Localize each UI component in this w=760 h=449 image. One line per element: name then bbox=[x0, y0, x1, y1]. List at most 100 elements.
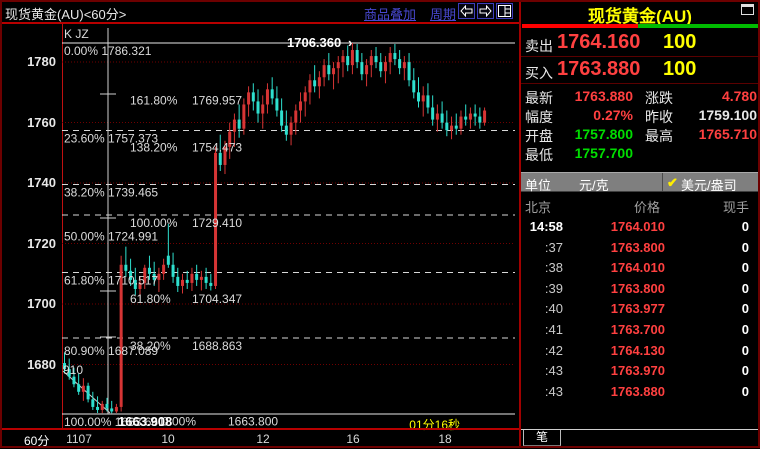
tick-row[interactable]: :42 1764.130 0 bbox=[521, 340, 759, 360]
fib-ext-pct-label: 100.00% bbox=[130, 216, 178, 230]
unit-row: 单位 元/克 ✔ 美元/盎司 bbox=[521, 172, 759, 193]
fib-ext-value-label: 1769.957 bbox=[192, 93, 242, 107]
fib-ext-value-label: 1688.863 bbox=[192, 339, 242, 353]
period-label[interactable]: 60分 bbox=[24, 434, 50, 448]
stat-label: 最低 bbox=[525, 147, 553, 163]
line-handle-marker[interactable]: › bbox=[348, 35, 352, 50]
fib-label: 80.90% 1687.089 bbox=[64, 344, 158, 358]
stat-value: 0.27% bbox=[593, 107, 633, 123]
tick-row[interactable]: 14:58 1764.010 0 bbox=[521, 216, 759, 236]
candle-body bbox=[77, 384, 81, 392]
candle-body bbox=[270, 89, 274, 99]
candle-body bbox=[308, 80, 312, 93]
candle-body bbox=[402, 62, 406, 69]
tick-time: :38 bbox=[544, 260, 563, 276]
tick-price: 1763.970 bbox=[610, 363, 665, 379]
candle-body bbox=[63, 363, 66, 370]
candle-body bbox=[110, 408, 114, 412]
chart-title: 现货黄金(AU)<60分> bbox=[5, 7, 127, 22]
candle-body bbox=[124, 264, 128, 271]
candle-body bbox=[468, 113, 472, 120]
candle-body bbox=[214, 152, 218, 286]
tick-volume: 0 bbox=[741, 301, 749, 317]
tick-volume: 0 bbox=[741, 260, 749, 276]
candle-body bbox=[251, 92, 255, 102]
price-tick-label: 1720 bbox=[27, 235, 56, 251]
candle-body bbox=[81, 385, 85, 392]
unit-option-usd[interactable]: 美元/盎司 bbox=[681, 178, 737, 193]
candle-body bbox=[459, 116, 463, 129]
stat-row: 最新 1763.880 涨跌 4.780 bbox=[521, 86, 759, 106]
indicator-label: K JZ bbox=[64, 27, 89, 41]
candle-body bbox=[294, 110, 298, 123]
tick-price: 1763.700 bbox=[610, 322, 665, 337]
tick-price: 1764.010 bbox=[610, 219, 665, 234]
split-window-icon[interactable] bbox=[496, 3, 513, 19]
candle-body bbox=[426, 95, 430, 108]
time-axis: 1107 10 12 16 18 bbox=[66, 432, 452, 446]
candle-body bbox=[299, 101, 302, 111]
stat-value: 1763.880 bbox=[574, 88, 633, 104]
restore-window-icon[interactable] bbox=[741, 4, 754, 15]
col-volume: 现手 bbox=[722, 200, 749, 215]
back-arrow-icon[interactable] bbox=[458, 3, 475, 19]
col-price: 价格 bbox=[633, 200, 660, 215]
chart-bottom-border bbox=[0, 428, 520, 430]
candle-body bbox=[199, 276, 203, 280]
candle-body bbox=[379, 62, 383, 72]
candle-body bbox=[157, 273, 161, 280]
candle-body bbox=[133, 279, 137, 289]
stat-row: 开盘 1757.800 最高 1765.710 bbox=[521, 124, 759, 144]
tick-row[interactable]: :38 1764.010 0 bbox=[521, 257, 759, 277]
tick-row[interactable]: :37 1763.800 0 bbox=[521, 237, 759, 257]
plot-left-border bbox=[62, 24, 63, 429]
tick-row[interactable]: :40 1763.977 0 bbox=[521, 298, 759, 318]
tick-volume: 0 bbox=[741, 219, 749, 234]
buy-row[interactable]: 买入 1763.880 100 bbox=[521, 57, 759, 83]
candle-body bbox=[336, 62, 340, 69]
stat-label: 最新 bbox=[525, 90, 553, 106]
fib-ext-value-label: 1754.473 bbox=[192, 140, 242, 154]
candle-body bbox=[303, 92, 307, 102]
tick-price: 1763.977 bbox=[610, 301, 665, 317]
candle-body bbox=[327, 65, 331, 75]
period-link[interactable]: 周期 bbox=[430, 7, 457, 22]
candle-body bbox=[171, 264, 175, 277]
sell-price: 1764.160 bbox=[557, 31, 641, 53]
candle-body bbox=[421, 95, 425, 102]
candle-body bbox=[242, 104, 246, 129]
candle-body bbox=[464, 116, 468, 120]
sell-pressure-segment bbox=[522, 24, 638, 28]
tab-ticks[interactable]: 笔 bbox=[523, 430, 561, 446]
candle-body bbox=[228, 131, 232, 147]
candle-body bbox=[190, 273, 194, 283]
sell-row[interactable]: 卖出 1764.160 100 bbox=[521, 30, 759, 56]
forward-arrow-icon[interactable] bbox=[477, 3, 494, 19]
unit-option-cny[interactable]: 元/克 bbox=[579, 178, 609, 193]
check-icon: ✔ bbox=[667, 175, 678, 190]
tick-row[interactable]: :43 1763.970 0 bbox=[521, 360, 759, 380]
candle-body bbox=[166, 255, 170, 265]
overlay-link[interactable]: 商品叠加 bbox=[364, 7, 417, 22]
candlestick-chart[interactable]: 0.00% 1786.321 23.60% 1757.373 38.20% 1739… bbox=[62, 24, 518, 431]
candle-body bbox=[162, 264, 166, 274]
price-tick-label: 1680 bbox=[27, 356, 56, 372]
tick-volume: 0 bbox=[741, 383, 749, 399]
candle-body bbox=[185, 279, 189, 283]
candle-body bbox=[181, 279, 184, 286]
candle-body bbox=[138, 282, 142, 289]
tick-price: 1763.880 bbox=[610, 383, 665, 399]
candle-body bbox=[417, 92, 420, 102]
tick-volume: 0 bbox=[741, 239, 749, 255]
tick-time: :41 bbox=[544, 322, 563, 337]
tick-row[interactable]: :43 1763.880 0 bbox=[521, 381, 759, 401]
clipped-price-label: 910 bbox=[63, 363, 83, 377]
tick-row[interactable]: :41 1763.700 0 bbox=[521, 319, 759, 339]
candle-body bbox=[473, 113, 477, 117]
tick-price: 1764.010 bbox=[610, 260, 665, 276]
candle-body bbox=[280, 110, 284, 126]
unit-divider bbox=[662, 173, 663, 191]
tick-row[interactable]: :39 1763.800 0 bbox=[521, 278, 759, 298]
candle-body bbox=[67, 369, 71, 377]
candle-body bbox=[218, 152, 222, 165]
